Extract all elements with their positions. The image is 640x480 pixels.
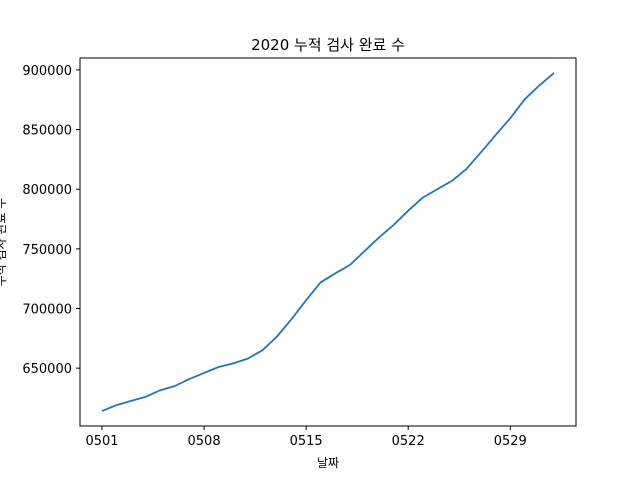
x-tick-label: 0515 — [290, 434, 323, 449]
y-axis-label: 누적 검사 완료 수 — [0, 198, 8, 287]
y-tick-label: 850000 — [22, 124, 72, 139]
x-axis-label: 날짜 — [317, 456, 339, 470]
y-tick-label: 800000 — [22, 183, 72, 198]
chart-title: 2020 누적 검사 완료 수 — [251, 36, 405, 54]
y-tick-label: 900000 — [22, 64, 72, 79]
x-tick-label: 0529 — [494, 434, 527, 449]
y-tick-label: 700000 — [22, 303, 72, 318]
y-axis: 650000 700000 750000 800000 850000 900000 — [22, 64, 80, 377]
x-tick-label: 0501 — [85, 434, 118, 449]
plot-frame — [79, 57, 577, 427]
y-tick-label: 650000 — [22, 362, 72, 377]
x-axis: 0501 0508 0515 0522 0529 — [85, 426, 527, 449]
series-line — [101, 72, 555, 412]
series-layer — [101, 72, 555, 412]
y-tick-label: 750000 — [22, 243, 72, 258]
x-tick-label: 0522 — [392, 434, 425, 449]
x-tick-label: 0508 — [188, 434, 221, 449]
